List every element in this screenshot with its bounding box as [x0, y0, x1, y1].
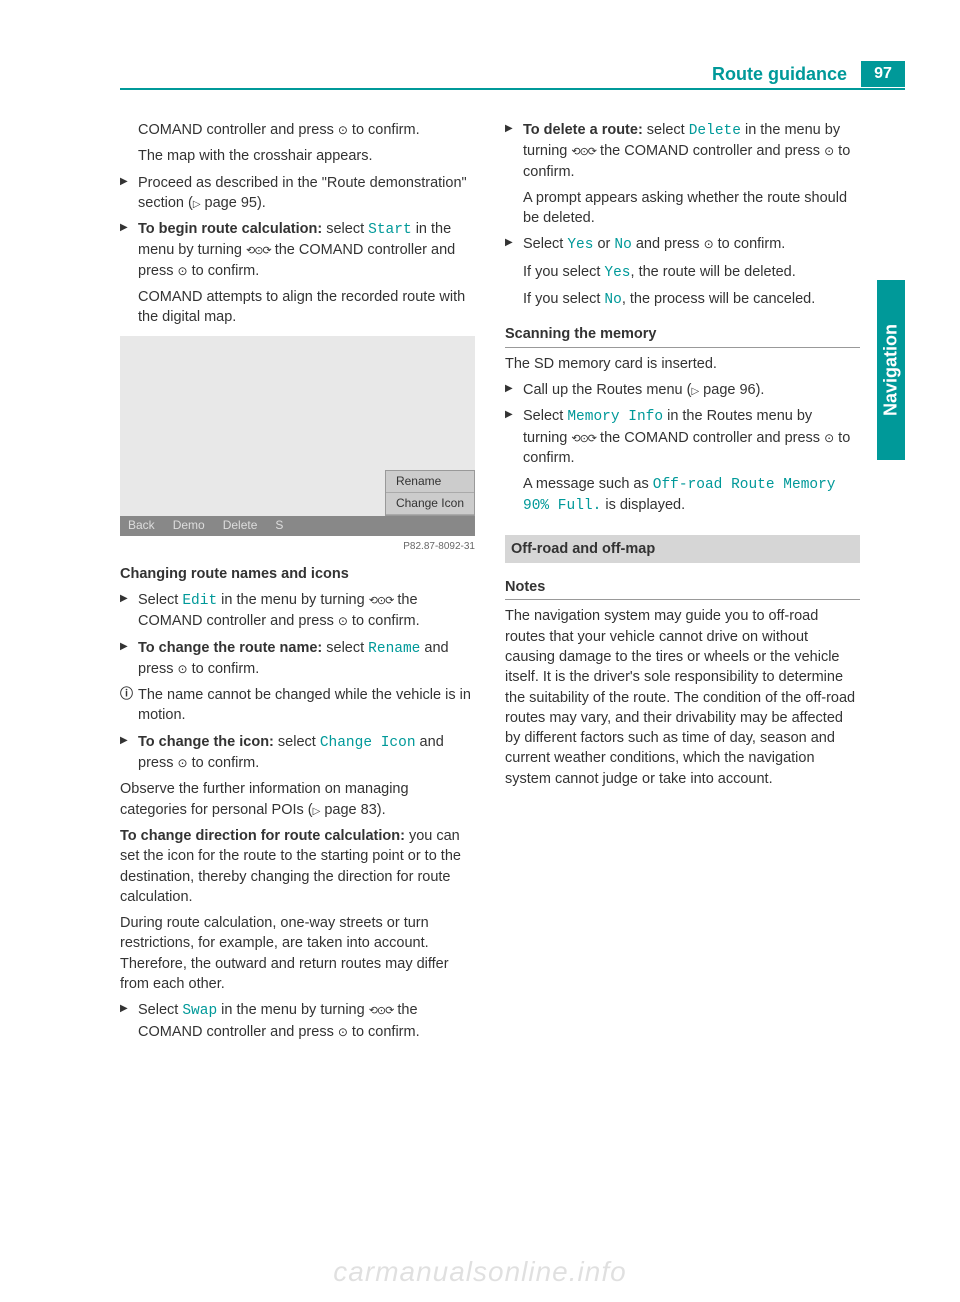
step: To change the route name: select Rename … [120, 638, 475, 680]
press-icon [178, 263, 188, 279]
press-icon [704, 236, 714, 252]
step: Call up the Routes menu ( page 96). [505, 380, 860, 400]
page: Route guidance 97 Navigation COMAND cont… [0, 0, 960, 1302]
step: To change the icon: select Change Icon a… [120, 732, 475, 774]
text: The SD memory card is inserted. [505, 354, 860, 374]
turn-icon [369, 1002, 394, 1018]
text: A prompt appears asking whether the rout… [505, 188, 860, 229]
text: The navigation system may guide you to o… [505, 606, 860, 789]
text: The map with the crosshair appears. [120, 146, 475, 166]
map-btn: Back [128, 517, 155, 534]
menu-item: Change Icon [386, 493, 474, 515]
side-tab-navigation: Navigation [877, 280, 905, 460]
subheading: Scanning the memory [505, 324, 860, 347]
page-number: 97 [861, 61, 905, 87]
step: Select Edit in the menu by turning the C… [120, 590, 475, 632]
text: COMAND controller and press to confirm. [120, 120, 475, 140]
subheading: Notes [505, 577, 860, 600]
page-header: Route guidance 97 [120, 60, 905, 90]
press-icon [178, 755, 188, 771]
step: Proceed as described in the "Route demon… [120, 173, 475, 214]
map-btn: Demo [173, 517, 205, 534]
step: Select Yes or No and press to confirm. [505, 234, 860, 255]
map-bottom-bar: Back Demo Delete S [120, 516, 475, 536]
step: To delete a route: select Delete in the … [505, 120, 860, 182]
text: If you select Yes, the route will be del… [505, 262, 860, 283]
press-icon [824, 430, 834, 446]
menu-item: Rename [386, 471, 474, 493]
text: COMAND attempts to align the recorded ro… [120, 287, 475, 328]
map-screenshot: Rename Change Icon Back Demo Delete S [120, 336, 475, 536]
text: To change direction for route calculatio… [120, 826, 475, 907]
header-title: Route guidance [712, 64, 847, 85]
turn-icon [571, 143, 596, 159]
press-icon [178, 661, 188, 677]
ref-icon [691, 382, 699, 398]
subheading: Changing route names and icons [120, 564, 475, 584]
image-code: P82.87-8092-31 [120, 540, 475, 554]
map-btn: S [275, 517, 283, 534]
text: During route calculation, one-way street… [120, 913, 475, 994]
info-note: The name cannot be changed while the veh… [120, 685, 475, 726]
step: Select Memory Info in the Routes menu by… [505, 406, 860, 468]
press-icon [338, 1024, 348, 1040]
map-context-menu: Rename Change Icon [385, 470, 475, 516]
text: A message such as Off-road Route Memory … [505, 474, 860, 517]
text: If you select No, the process will be ca… [505, 289, 860, 310]
turn-icon [246, 242, 271, 258]
turn-icon [369, 592, 394, 608]
step: To begin route calculation: select Start… [120, 219, 475, 281]
content-columns: COMAND controller and press to confirm. … [120, 120, 860, 1262]
map-btn: Delete [223, 517, 258, 534]
watermark: carmanualsonline.info [0, 1256, 960, 1288]
step: Select Swap in the menu by turning the C… [120, 1000, 475, 1042]
turn-icon [571, 430, 596, 446]
press-icon [338, 122, 348, 138]
press-icon [824, 143, 834, 159]
section-heading: Off-road and off-map [505, 535, 860, 563]
press-icon [338, 613, 348, 629]
text: Observe the further information on manag… [120, 779, 475, 820]
ref-icon [193, 195, 201, 211]
